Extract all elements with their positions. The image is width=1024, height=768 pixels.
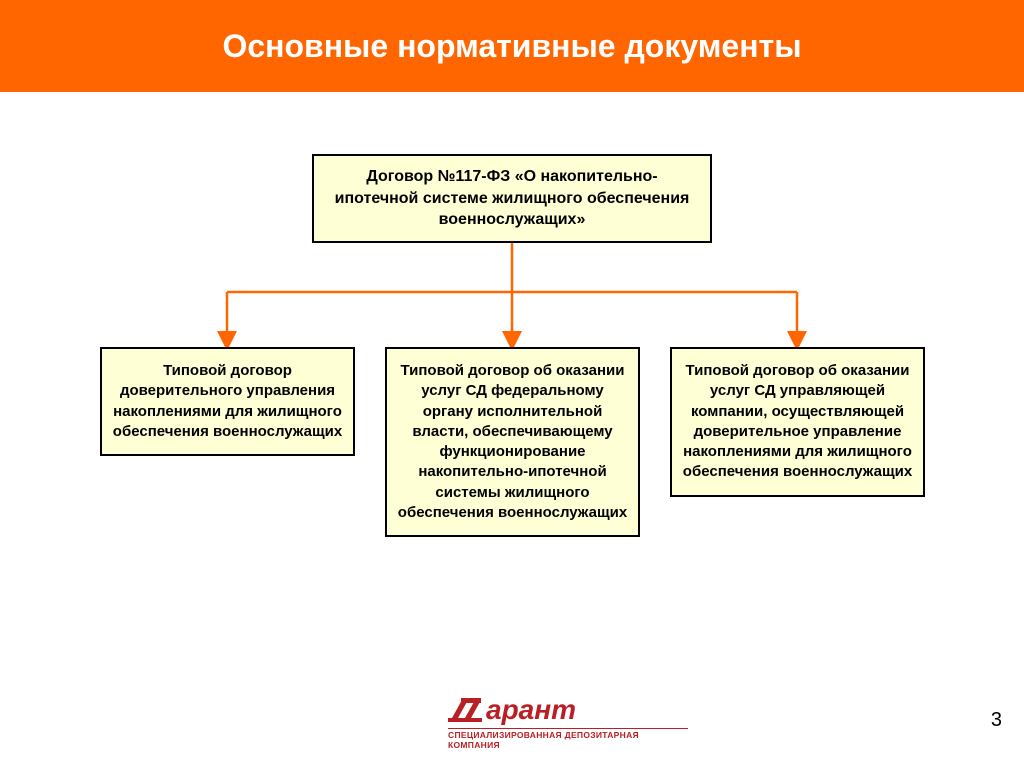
child-node-2-text: Типовой договор об оказании услуг СД фед… [398,362,627,521]
root-node-text: Договор №117-ФЗ «О накопительно-ипотечно… [335,168,690,228]
child-node-3: Типовой договор об оказании услуг СД упр… [670,347,925,497]
logo-tagline: СПЕЦИАЛИЗИРОВАННАЯ ДЕПОЗИТАРНАЯ КОМПАНИЯ [448,728,688,750]
child-node-1: Типовой договор доверительного управлени… [100,347,355,456]
footer: арант СПЕЦИАЛИЗИРОВАННАЯ ДЕПОЗИТАРНАЯ КО… [0,680,1024,750]
title-bar: Основные нормативные документы [0,0,1024,92]
child-node-2: Типовой договор об оказании услуг СД фед… [385,347,640,537]
logo-mark-icon [448,696,482,726]
child-node-1-text: Типовой договор доверительного управлени… [113,362,342,440]
page-title: Основные нормативные документы [222,28,801,65]
page-number: 3 [991,709,1002,732]
root-node: Договор №117-ФЗ «О накопительно-ипотечно… [312,154,712,243]
logo: арант СПЕЦИАЛИЗИРОВАННАЯ ДЕПОЗИТАРНАЯ КО… [448,694,688,750]
diagram: Договор №117-ФЗ «О накопительно-ипотечно… [0,92,1024,652]
child-node-3-text: Типовой договор об оказании услуг СД упр… [683,362,912,480]
logo-brand: арант [486,694,576,726]
logo-row: арант [448,694,688,726]
